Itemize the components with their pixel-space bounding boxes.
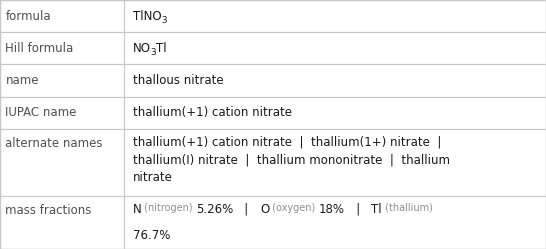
Text: NO: NO <box>133 42 151 55</box>
Bar <box>0 32 546 64</box>
Bar <box>0 97 546 129</box>
Text: Hill formula: Hill formula <box>5 42 74 55</box>
Text: |: | <box>234 203 260 216</box>
Text: name: name <box>5 74 39 87</box>
Text: thallium(+1) cation nitrate: thallium(+1) cation nitrate <box>133 106 292 119</box>
Text: alternate names: alternate names <box>5 137 103 150</box>
Text: (nitrogen): (nitrogen) <box>141 203 196 213</box>
Text: mass fractions: mass fractions <box>5 204 92 217</box>
Bar <box>0 0 546 32</box>
Text: 3: 3 <box>151 48 156 57</box>
Text: TlNO: TlNO <box>133 10 161 23</box>
Text: N: N <box>133 203 141 216</box>
Text: (oxygen): (oxygen) <box>269 203 318 213</box>
Text: 76.7%: 76.7% <box>133 229 170 242</box>
Text: 18%: 18% <box>318 203 345 216</box>
Text: (thallium): (thallium) <box>382 203 432 213</box>
Bar <box>0 196 546 249</box>
Text: Tl: Tl <box>156 42 167 55</box>
Text: formula: formula <box>5 10 51 23</box>
Bar <box>0 129 546 196</box>
Text: |: | <box>345 203 371 216</box>
Bar <box>0 64 546 97</box>
Text: thallous nitrate: thallous nitrate <box>133 74 223 87</box>
Text: 3: 3 <box>161 16 167 25</box>
Text: thallium(+1) cation nitrate  |  thallium(1+) nitrate  |
thallium(I) nitrate  |  : thallium(+1) cation nitrate | thallium(1… <box>133 136 450 184</box>
Text: IUPAC name: IUPAC name <box>5 106 77 119</box>
Text: Tl: Tl <box>371 203 382 216</box>
Text: 5.26%: 5.26% <box>196 203 234 216</box>
Text: O: O <box>260 203 269 216</box>
